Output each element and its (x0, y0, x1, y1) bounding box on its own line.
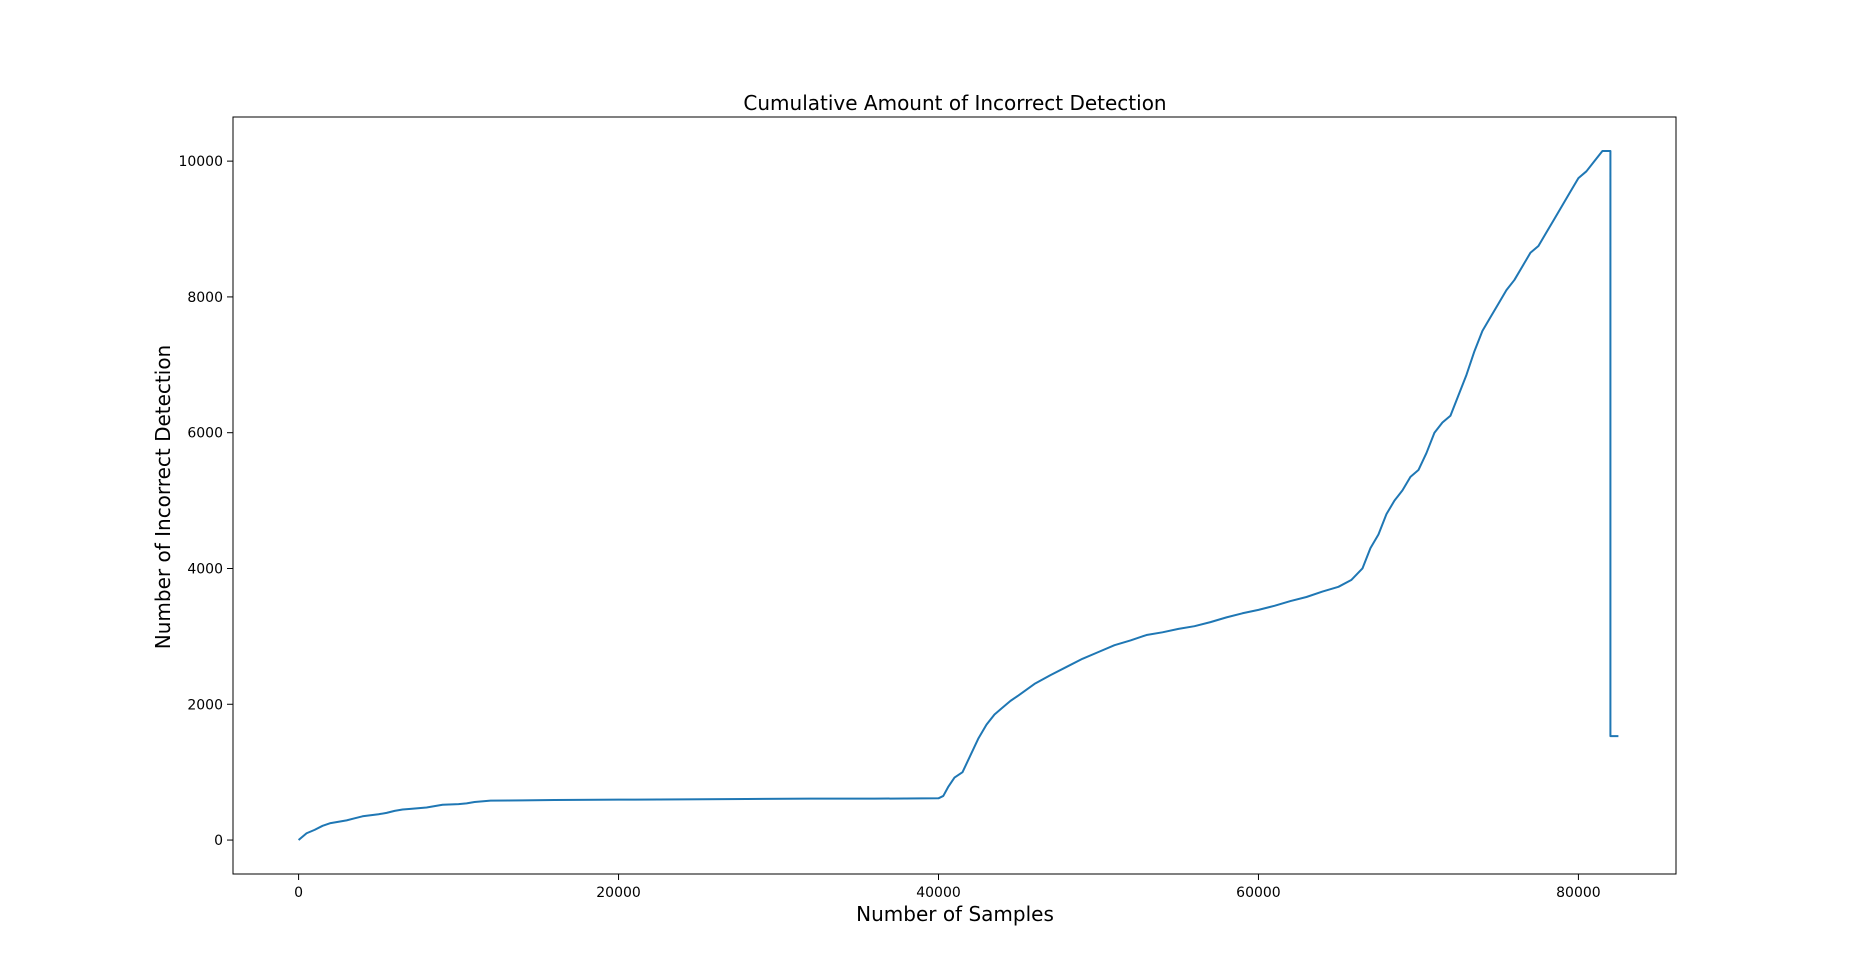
plot-frame (232, 116, 1677, 875)
y-axis: 0 2000 4000 6000 8000 10000 (178, 154, 233, 849)
x-tick-label: 20000 (596, 885, 641, 901)
y-tick-label: 0 (214, 833, 223, 849)
y-axis-label: Number of Incorrect Detection (151, 345, 175, 649)
chart-title: Cumulative Amount of Incorrect Detection (743, 91, 1166, 115)
x-axis-label: Number of Samples (856, 902, 1054, 926)
y-tick-label: 2000 (187, 697, 223, 713)
x-tick-label: 80000 (1556, 885, 1601, 901)
x-tick-label: 40000 (916, 885, 961, 901)
plot-area: 0 20000 40000 60000 80000 0 2000 4000 6000 8000 1… (178, 116, 1677, 901)
y-tick-label: 6000 (187, 426, 223, 442)
x-axis: 0 20000 40000 60000 80000 (294, 874, 1601, 901)
y-tick-label: 8000 (187, 290, 223, 306)
y-tick-label: 4000 (187, 561, 223, 577)
y-tick-label: 10000 (178, 154, 223, 170)
series-line (297, 149, 1619, 841)
x-tick-label: 60000 (1236, 885, 1281, 901)
x-tick-label: 0 (294, 885, 303, 901)
